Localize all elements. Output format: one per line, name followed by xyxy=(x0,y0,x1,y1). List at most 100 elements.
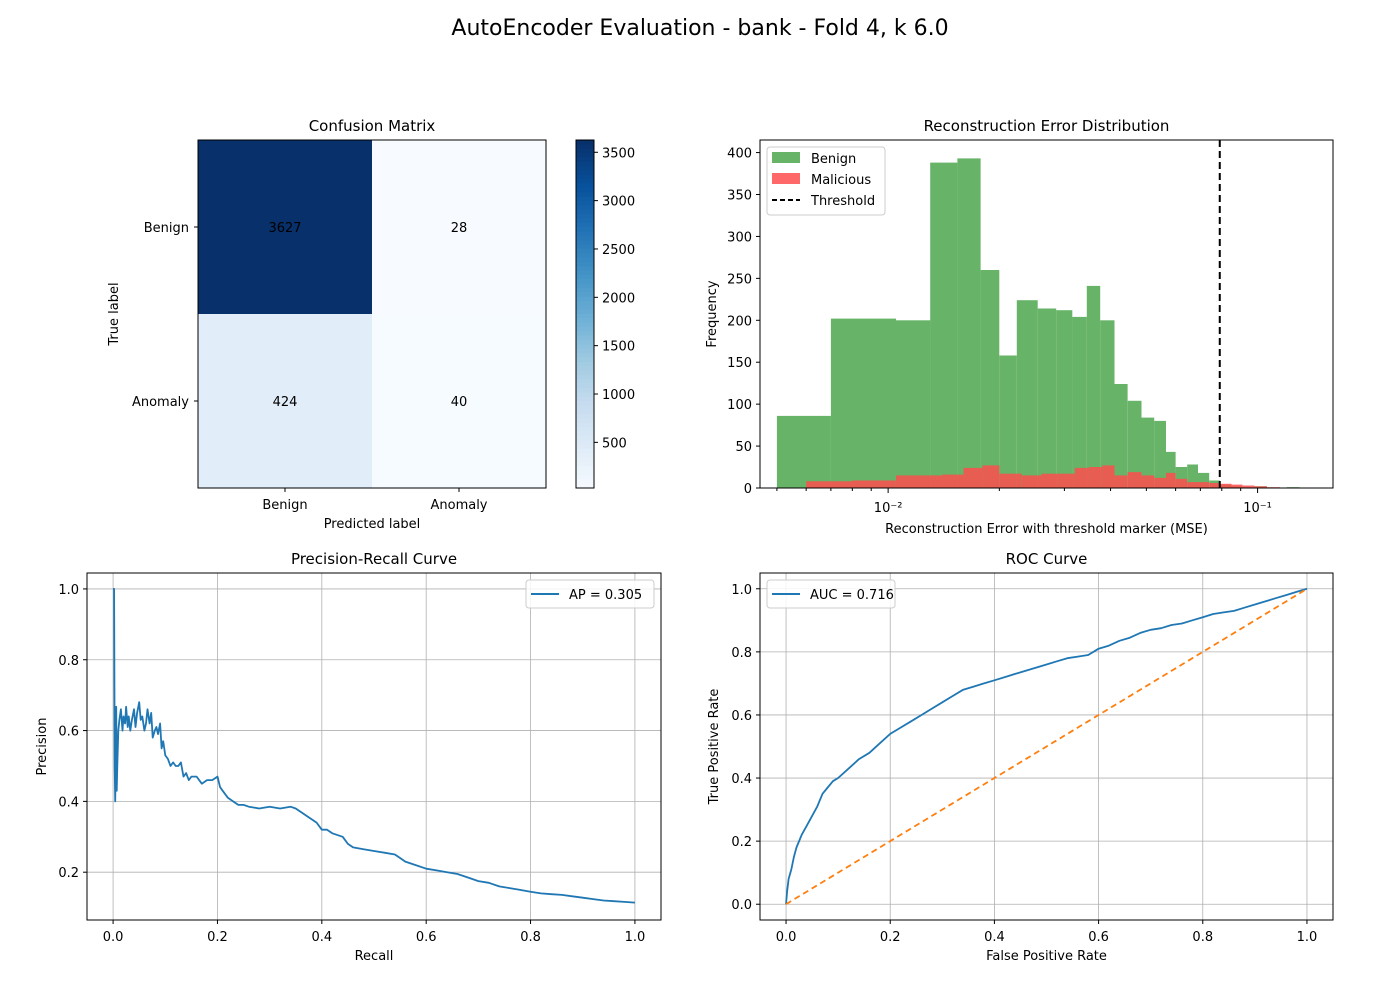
histogram-bar xyxy=(1100,320,1115,488)
histogram-bar xyxy=(942,474,964,488)
colorbar-segment xyxy=(576,292,594,298)
confusion-cell-value: 28 xyxy=(451,221,468,236)
colorbar-segment xyxy=(576,309,594,315)
histogram-bar xyxy=(1041,473,1059,488)
legend-label: AP = 0.305 xyxy=(569,588,642,603)
histogram-bar xyxy=(957,158,981,488)
panel-title: ROC Curve xyxy=(1006,550,1088,568)
y-tick-label: Benign xyxy=(144,221,189,236)
x-tick-label: 0.4 xyxy=(984,930,1005,945)
histogram-bar xyxy=(1102,465,1115,488)
colorbar-segment xyxy=(576,318,594,324)
colorbar-segment xyxy=(576,409,594,415)
colorbar-segment xyxy=(576,327,594,332)
colorbar-tick-label: 3000 xyxy=(602,195,635,210)
histogram-bar xyxy=(1166,472,1176,488)
x-tick-label: 1.0 xyxy=(625,930,646,945)
histogram-bar xyxy=(1056,310,1073,488)
histogram-bar xyxy=(1187,464,1198,488)
y-tick-label: 0.8 xyxy=(731,646,752,661)
histogram-bar xyxy=(1154,477,1166,488)
legend-swatch xyxy=(772,173,800,184)
y-tick-label: 200 xyxy=(727,314,752,329)
x-tick-label: 10⁻² xyxy=(874,501,903,516)
histogram-bar xyxy=(1231,484,1243,488)
histogram-legend: Benign Malicious Threshold xyxy=(766,146,886,216)
histogram-title: Reconstruction Error Distribution xyxy=(924,117,1170,135)
colorbar-tick-label: 500 xyxy=(602,436,627,451)
colorbar-segment xyxy=(576,209,594,215)
colorbar-segment xyxy=(576,287,594,293)
legend-box xyxy=(525,579,655,609)
legend-label: Threshold xyxy=(810,194,875,209)
x-tick-label: 0.8 xyxy=(1192,930,1213,945)
colorbar-segment xyxy=(576,157,594,163)
y-tick-label: 0.6 xyxy=(58,725,79,740)
histogram-bar xyxy=(1037,308,1057,488)
curve-line xyxy=(785,587,1308,905)
colorbar-segment xyxy=(576,196,594,202)
colorbar-segment xyxy=(576,340,594,346)
histogram-bar xyxy=(930,162,958,488)
colorbar-segment xyxy=(576,366,594,372)
colorbar-segment xyxy=(576,335,594,341)
panel-title: Precision-Recall Curve xyxy=(291,550,457,568)
colorbar-segment xyxy=(576,466,594,472)
panel-legend: AP = 0.305 xyxy=(525,579,655,609)
y-tick-label: 350 xyxy=(727,189,752,204)
colorbar-segment xyxy=(576,179,594,185)
histogram-bar xyxy=(1175,478,1188,488)
colorbar-segment xyxy=(576,440,594,446)
y-tick-label: 150 xyxy=(727,356,752,371)
x-axis-label: Predicted label xyxy=(324,517,421,532)
histogram-bar xyxy=(1198,482,1210,488)
histogram-bar xyxy=(1089,467,1103,488)
x-tick-label: 0.2 xyxy=(207,930,228,945)
colorbar-tick-label: 3500 xyxy=(602,146,635,161)
colorbar-segment xyxy=(576,353,594,359)
colorbar-segment xyxy=(576,383,594,389)
x-tick-label: 0.2 xyxy=(880,930,901,945)
colorbar-segment xyxy=(576,166,594,172)
histogram-bar xyxy=(896,475,943,488)
legend-swatch xyxy=(772,152,800,163)
histogram-bar xyxy=(963,467,983,488)
histogram-bar xyxy=(1114,384,1128,488)
colorbar-segment xyxy=(576,222,594,228)
colorbar-segment xyxy=(576,357,594,363)
colorbar-segment xyxy=(576,300,594,306)
histogram-bar xyxy=(806,481,853,488)
colorbar-segment xyxy=(576,314,594,319)
histogram-bar xyxy=(1141,475,1155,488)
histogram-bar xyxy=(1187,482,1198,488)
colorbar-segment xyxy=(576,479,594,485)
chance-diagonal-line xyxy=(785,588,1308,905)
histogram-bar xyxy=(1021,475,1042,488)
y-tick-label: 0.4 xyxy=(58,795,79,810)
colorbar-segment xyxy=(576,192,594,198)
histogram-bar xyxy=(852,480,896,488)
y-tick-label: 0.6 xyxy=(731,709,752,724)
x-tick-label: 10⁻¹ xyxy=(1243,501,1272,516)
colorbar-segment xyxy=(576,405,594,411)
y-tick-label: 0.0 xyxy=(731,898,752,913)
x-tick-label: 1.0 xyxy=(1297,930,1318,945)
histogram-bar xyxy=(1072,316,1087,488)
colorbar-segment xyxy=(576,240,594,245)
colorbar-segment xyxy=(576,200,594,206)
colorbar-segment xyxy=(576,322,594,328)
reconstruction-error-panel: Reconstruction Error Distribution 0 50 100 1… xyxy=(705,117,1334,537)
legend-label: Malicious xyxy=(811,173,871,188)
y-axis-label: Precision xyxy=(35,717,50,775)
histogram-bar xyxy=(1141,417,1155,488)
colorbar-segment xyxy=(576,170,594,176)
histogram-bar xyxy=(1154,420,1166,488)
legend-box xyxy=(766,579,896,609)
x-tick-label: Anomaly xyxy=(430,498,487,513)
colorbar-segment xyxy=(576,235,594,241)
colorbar-segment xyxy=(576,274,594,280)
histogram-bar xyxy=(999,355,1017,488)
y-tick-label: 100 xyxy=(727,398,752,413)
colorbar-segment xyxy=(576,161,594,167)
